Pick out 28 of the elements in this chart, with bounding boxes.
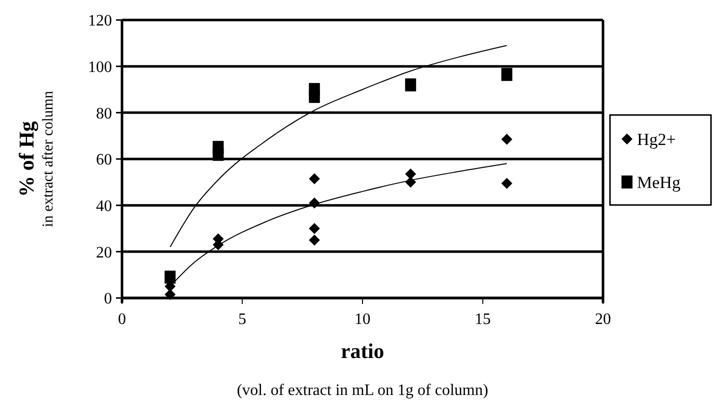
- x-tick-label: 5: [238, 311, 246, 328]
- y-tick-label: 40: [96, 198, 112, 215]
- legend-label: Hg2+: [637, 130, 676, 149]
- point: [501, 178, 512, 189]
- y-axis-title: % of Hg in extract after column: [14, 90, 56, 228]
- y-tick-label: 60: [96, 152, 112, 169]
- y-tick-label: 80: [96, 105, 112, 122]
- point: [405, 78, 416, 92]
- x-tick-label: 15: [474, 311, 491, 328]
- y-tick-label: 100: [88, 58, 112, 76]
- point: [308, 223, 320, 234]
- legend-label: MeHg: [637, 172, 681, 192]
- x-tick-label: 0: [118, 311, 126, 328]
- point: [212, 140, 224, 154]
- x-axis-title: ratio (vol. of extract in mL on 1g of column): [236, 339, 488, 399]
- y-tick-label: 20: [96, 244, 112, 262]
- point: [308, 173, 320, 184]
- x-tick-label: 20: [595, 311, 611, 328]
- y-tick-label: 0: [104, 290, 112, 308]
- y-tick-label: 120: [88, 12, 112, 30]
- point: [164, 270, 176, 284]
- point: [308, 234, 320, 246]
- point: [405, 168, 416, 180]
- point: [308, 83, 320, 96]
- point: [501, 134, 512, 145]
- point: [501, 68, 512, 81]
- point: [164, 289, 176, 300]
- x-tick-label: 10: [354, 311, 370, 328]
